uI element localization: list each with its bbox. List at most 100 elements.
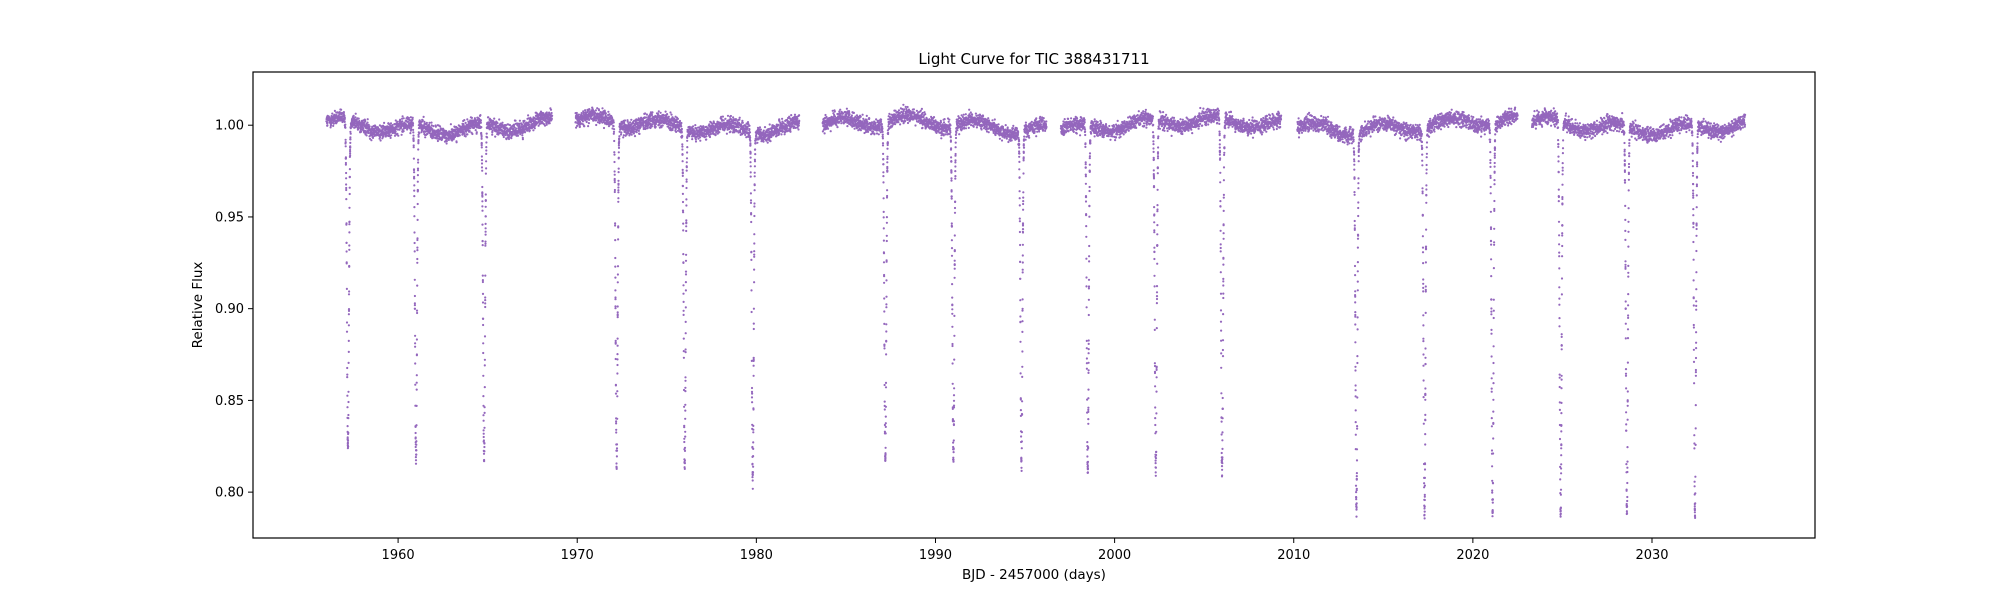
data-point [349,154,352,157]
data-point [694,138,698,141]
data-point [482,429,485,432]
data-point [686,139,689,142]
data-point [483,445,486,449]
data-point [401,115,404,118]
data-point [902,103,905,106]
data-point [416,190,419,193]
data-point [616,344,619,347]
data-point [615,455,619,458]
data-point [345,250,348,253]
data-point [326,122,329,125]
data-point [749,165,752,168]
data-point [516,134,520,137]
data-point [366,118,369,121]
data-point [496,122,499,125]
data-point [682,292,685,295]
data-point [345,262,348,265]
data-point [415,381,418,384]
data-point [389,136,392,139]
data-point [868,117,871,120]
data-point [368,137,372,140]
data-point [483,460,486,463]
data-point [721,115,725,118]
data-point [487,116,490,119]
data-point [635,131,638,134]
data-point [683,461,686,464]
data-point [413,241,416,245]
data-point [475,131,478,134]
data-point [768,123,771,126]
data-point [412,157,415,160]
data-point [331,112,334,115]
data-point [682,229,685,232]
data-point [680,131,683,134]
data-point [482,449,485,452]
data-point [612,121,615,124]
data-point [880,123,883,126]
data-point [504,134,507,137]
data-point [615,447,619,450]
data-point [410,128,413,131]
data-point [481,194,484,197]
data-point [685,204,688,207]
data-point [748,128,751,131]
data-point [347,308,351,311]
data-point [344,138,347,141]
data-point [750,289,753,292]
data-point [466,118,469,121]
data-point [681,145,684,148]
data-point [617,167,620,170]
data-point [417,148,420,151]
data-point [481,169,484,172]
data-point [682,253,685,256]
data-point [839,108,842,111]
data-point [861,113,864,116]
data-point [838,121,841,124]
data-point [479,121,482,124]
data-point [880,118,883,121]
data-point [885,323,888,326]
data-point [485,132,488,135]
data-point [344,123,347,126]
data-point [738,122,741,125]
data-point [345,330,349,333]
data-point [681,143,684,146]
data-point [416,261,419,264]
data-point [485,146,488,149]
data-point [753,175,756,178]
data-point [412,131,415,134]
data-point [797,128,800,131]
data-point [612,132,615,135]
data-point [349,150,352,153]
data-point [729,130,732,133]
data-point [463,119,466,122]
data-point [481,209,484,212]
data-point [879,120,883,123]
data-point [348,168,351,171]
data-point [449,123,452,126]
data-point [348,175,351,178]
data-point [748,124,751,127]
data-point [423,120,426,123]
data-point [883,281,886,284]
data-point [897,121,900,124]
data-point [885,234,888,237]
data-point [416,202,419,206]
data-point [884,422,887,425]
data-point [346,425,349,428]
data-point [416,218,419,221]
data-point [781,117,784,120]
data-point [413,171,416,174]
data-point [778,132,781,135]
data-point [485,152,488,155]
data-point [414,425,417,428]
data-point [616,265,620,268]
data-point [967,126,970,129]
data-point [685,219,688,222]
data-point [412,168,416,171]
data-point [436,139,439,143]
data-point [705,138,708,141]
data-point [347,400,350,404]
data-point [483,406,486,409]
data-point [737,126,740,129]
